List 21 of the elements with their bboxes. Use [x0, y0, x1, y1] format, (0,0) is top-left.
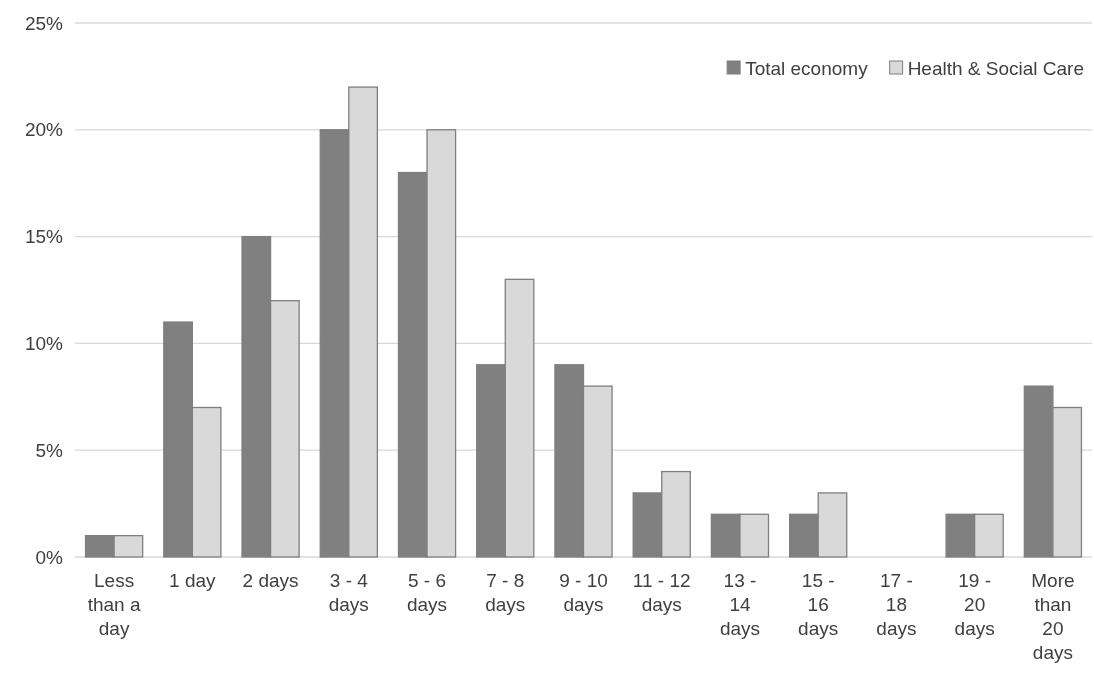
y-tick-label: 20%	[24, 119, 64, 141]
x-tick-label: 11 - 12 days	[632, 570, 691, 615]
x-tick-label: 5 - 6 days	[406, 570, 448, 615]
x-tick-label: 17 - 18 days	[876, 570, 917, 639]
x-tick-label: 3 - 4 days	[328, 570, 369, 615]
legend-label: Total economy	[745, 57, 869, 79]
y-tick-label: 5%	[35, 439, 64, 461]
x-tick-label: 9 - 10 days	[559, 570, 608, 615]
x-tick-label: 19 - 20 days	[954, 570, 995, 639]
y-tick-label: 10%	[24, 333, 64, 355]
y-tick-label: 25%	[24, 12, 64, 34]
x-tick-label: 2 days	[242, 570, 299, 591]
y-tick-label: 0%	[35, 546, 64, 568]
x-tick-label: 13 - 14 days	[719, 570, 761, 639]
x-tick-label: 7 - 8 days	[485, 570, 526, 615]
x-tick-label: 1 day	[169, 570, 217, 591]
x-tick-label: More than 20 days	[1031, 570, 1075, 663]
y-tick-label: 15%	[24, 226, 64, 248]
x-tick-label: 15 - 16 days	[798, 570, 839, 639]
x-tick-label: Less than a day	[87, 570, 141, 639]
legend-label: Health & Social Care	[907, 57, 1085, 79]
